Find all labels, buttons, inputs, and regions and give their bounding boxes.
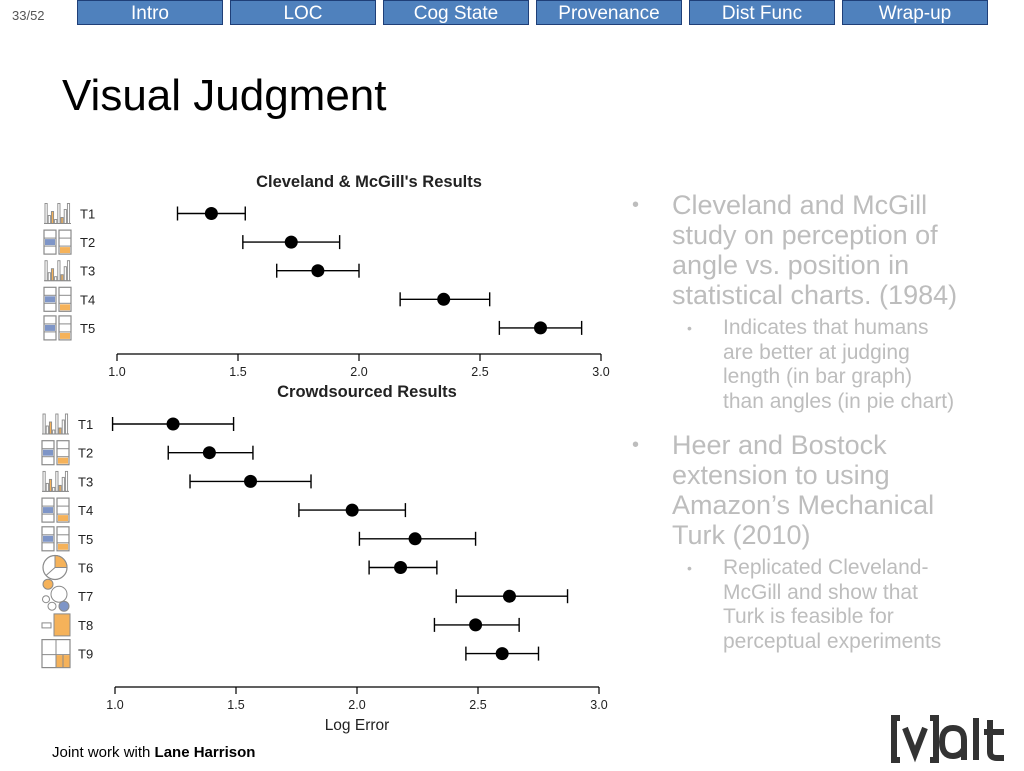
data-point (469, 618, 483, 632)
bars-icon (44, 260, 71, 282)
sub-bullet-line: Indicates that humans (723, 316, 929, 339)
bars-icon (44, 203, 71, 224)
data-point (202, 446, 216, 460)
pie-icon (42, 554, 68, 581)
data-point (437, 292, 451, 306)
dot-plot-charts: Cleveland & McGill's Results T1 T2 T3 T4 T5 1.… (41, 173, 610, 734)
x-tick-label: 2.5 (469, 698, 486, 712)
bullet-line: extension to using (672, 460, 890, 490)
bars-icon (42, 470, 69, 492)
x-tick-label: 2.5 (471, 365, 488, 379)
sub-bullet-line: Replicated Cleveland- (723, 556, 929, 579)
page-title: Visual Judgment (62, 71, 387, 120)
x-tick-label: 2.0 (348, 698, 365, 712)
row-label: T2 (80, 235, 95, 250)
bullet-marker: • (632, 434, 640, 456)
credit-line: Joint work with Lane Harrison (52, 744, 255, 761)
credit-name: Lane Harrison (154, 744, 256, 761)
row-label: T1 (78, 417, 93, 432)
x-tick-label: 3.0 (592, 365, 609, 379)
sub-bullet-marker: • (687, 320, 692, 336)
credit-prefix: Joint work with (52, 744, 155, 761)
bullet-line: Amazon’s Mechanical (672, 490, 935, 520)
bullet-cleveland: • Cleveland and McGill study on percepti… (632, 190, 992, 310)
tab-cog-state[interactable]: Cog State (383, 0, 529, 25)
tab-loc[interactable]: LOC (230, 0, 376, 25)
bullet-line: Heer and Bostock (672, 430, 887, 460)
sub-bullet-line: length (in bar graph) (723, 365, 913, 388)
chart-title: Crowdsourced Results (277, 383, 457, 401)
data-point (408, 532, 422, 546)
bullet-line: study on perception of (672, 220, 938, 250)
tab-wrap-up[interactable]: Wrap-up (842, 0, 988, 25)
bullet-line: statistical charts. (1984) (672, 280, 958, 310)
stacked-bars-icon (41, 497, 70, 523)
row-label: T3 (78, 474, 93, 489)
valt-logo-mark (891, 715, 1004, 763)
x-tick-label: 1.0 (106, 698, 123, 712)
row-label: T2 (78, 446, 93, 461)
chart-panel: Cleveland & McGill's Results T1 T2 T3 T4 T5 1.… (36, 168, 626, 743)
row-label: T9 (78, 647, 93, 662)
treemap-icon (41, 639, 71, 669)
x-tick-label: 1.5 (229, 365, 246, 379)
row-label: T7 (78, 589, 93, 604)
bullet-heer-bostock: • Heer and Bostock extension to using Am… (632, 430, 992, 550)
data-point (394, 561, 408, 574)
squares-icon (41, 613, 71, 637)
row-label: T4 (80, 292, 95, 307)
data-point (345, 503, 359, 517)
row-label: T5 (80, 321, 95, 336)
chart-crowdsourced: Crowdsourced Results T1 T2 T3 T4 T5 T6 T7 T8 T9 1.… (41, 383, 608, 734)
data-point (166, 417, 180, 431)
chart-title: Cleveland & McGill's Results (256, 173, 482, 191)
valt-logo (890, 712, 1018, 771)
bullet-list: • Cleveland and McGill study on percepti… (632, 190, 992, 654)
sub-bullet-replicated: • Replicated Cleveland- McGill and show … (632, 556, 992, 654)
data-point (311, 264, 325, 278)
x-tick-label: 2.0 (350, 365, 367, 379)
data-point (204, 207, 218, 220)
sub-bullet-line: than angles (in pie chart) (723, 389, 955, 413)
sub-bullet-line: McGill and show that (723, 580, 918, 604)
row-label: T3 (80, 264, 95, 279)
stacked-bars-icon (43, 286, 72, 312)
bars-icon (42, 413, 69, 435)
sub-bullet-line: perceptual experiments (723, 629, 942, 653)
chart-cleveland: Cleveland & McGill's Results T1 T2 T3 T4 T5 1.… (43, 173, 610, 379)
row-label: T6 (78, 561, 93, 576)
data-point (502, 589, 516, 603)
sub-bullet-marker: • (687, 560, 692, 576)
data-point (244, 474, 258, 488)
stacked-bars-icon (43, 315, 72, 341)
data-point (495, 647, 509, 661)
data-point (284, 235, 298, 249)
slide-counter: 33/52 (12, 8, 45, 23)
row-label: T4 (78, 503, 93, 518)
tab-provenance[interactable]: Provenance (536, 0, 682, 25)
sub-bullet-humans: • Indicates that humans are better at ju… (632, 316, 992, 414)
data-point (534, 321, 547, 335)
stacked-bars-icon (43, 229, 72, 255)
row-label: T8 (78, 618, 93, 633)
bubbles-icon (42, 578, 70, 612)
row-label: T5 (78, 532, 93, 547)
bullet-line: Turk (2010) (672, 520, 811, 550)
x-axis-label: Log Error (325, 717, 390, 734)
x-tick-label: 1.0 (108, 365, 125, 379)
x-tick-label: 3.0 (590, 698, 607, 712)
stacked-bars-icon (41, 526, 70, 552)
bullet-line: angle vs. position in (672, 250, 910, 280)
sub-bullet-line: are better at judging (723, 340, 910, 364)
row-label: T1 (80, 207, 95, 222)
tab-intro[interactable]: Intro (77, 0, 223, 25)
stacked-bars-icon (41, 440, 70, 466)
bullet-marker: • (632, 194, 640, 216)
bullet-line: Cleveland and McGill (672, 190, 928, 220)
sub-bullet-line: Turk is feasible for (723, 605, 894, 628)
tab-dist-func[interactable]: Dist Func (689, 0, 835, 25)
x-tick-label: 1.5 (227, 698, 244, 712)
